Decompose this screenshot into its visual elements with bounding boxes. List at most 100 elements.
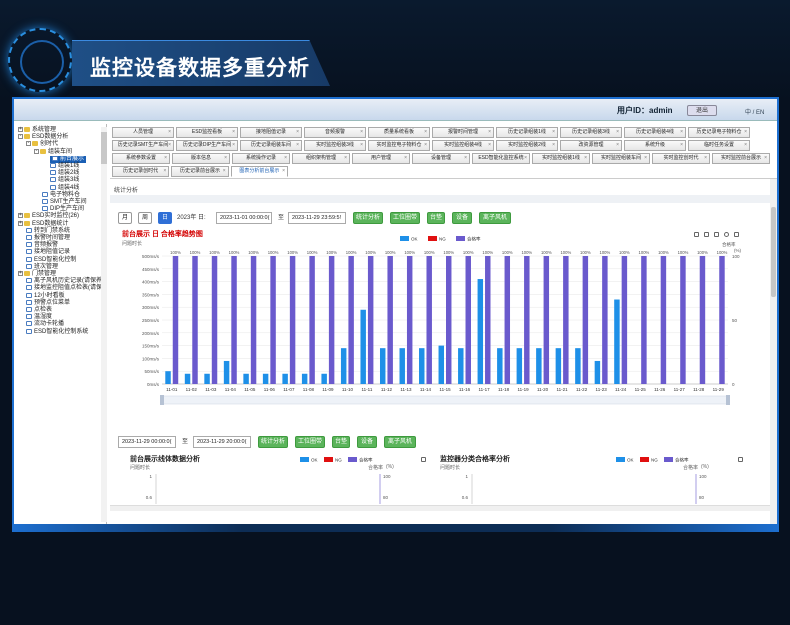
sidebar-item[interactable]: 12小时看板 (26, 292, 65, 300)
device-button-2[interactable]: 设备 (357, 436, 377, 448)
tab-item[interactable]: 图表分析前台展示 × (230, 166, 288, 177)
tab-close-icon[interactable]: × (488, 129, 491, 135)
tab-item[interactable]: 历史记录SMT生产车间 × (112, 140, 174, 151)
tab-item[interactable]: 系统操作记录 × (232, 153, 290, 164)
tab-close-icon[interactable]: × (163, 168, 167, 174)
tab-close-icon[interactable]: × (680, 142, 683, 148)
tab-close-icon[interactable]: × (524, 155, 527, 161)
sidebar-item[interactable]: 离子风机历史记录(请保养) (26, 278, 104, 285)
device-button[interactable]: 设备 (452, 212, 472, 224)
sidebar-item[interactable]: 流动卡轮播 (26, 321, 64, 328)
sidebar-scrollbar[interactable] (101, 127, 107, 522)
tab-close-icon[interactable]: × (360, 142, 363, 148)
tab-item[interactable]: 临时任务设置 × (688, 140, 750, 151)
sidebar-item[interactable]: 组装4线 (50, 184, 79, 192)
tab-close-icon[interactable]: × (744, 142, 747, 148)
tab-close-icon[interactable]: × (644, 155, 647, 161)
tab-item[interactable]: 历史记录组装4线 × (624, 127, 686, 138)
sidebar-item[interactable]: - 组装车间 (34, 147, 72, 156)
sidebar-item[interactable]: 接地监控阻值点检表(请保养) (26, 285, 106, 292)
range-week-button[interactable]: 周 (138, 212, 152, 224)
tab-close-icon[interactable]: × (404, 155, 407, 161)
tab-item[interactable]: 接地阻值记录 × (240, 127, 302, 138)
tab-item[interactable]: ESD监控看板 × (176, 127, 238, 138)
sidebar-scroll-thumb[interactable] (101, 132, 107, 164)
tab-close-icon[interactable]: × (464, 155, 467, 161)
sidebar-item[interactable]: ESD智能化控制系统 (26, 328, 88, 336)
start-time-input-2[interactable]: 2023-11-29 00:00:0( (118, 436, 176, 448)
tab-item[interactable]: 质量系统看板 × (368, 127, 430, 138)
mat-button[interactable]: 台垫 (427, 212, 445, 224)
tab-item[interactable]: 历史记录组装1线 × (496, 127, 558, 138)
vertical-scroll-thumb[interactable] (771, 207, 776, 297)
tab-item[interactable]: 历史记录DIP生产车间 × (176, 140, 238, 151)
tab-item[interactable]: 历史记录组装车间 × (240, 140, 302, 151)
sidebar-item[interactable]: + 系统管理 (18, 127, 56, 134)
sidebar-item[interactable]: + ESD实时监控(26) (18, 213, 79, 220)
range-month-button[interactable]: 月 (118, 212, 132, 224)
tab-close-icon[interactable]: × (360, 129, 363, 135)
stat-analysis-button-2[interactable]: 统计分析 (258, 436, 288, 448)
tab-close-icon[interactable]: × (744, 129, 747, 135)
tab-close-icon[interactable]: × (224, 155, 227, 161)
tab-item[interactable]: 用户管理 × (352, 153, 410, 164)
tab-close-icon[interactable]: × (168, 129, 171, 135)
tab-item[interactable]: 人员管理 × (112, 127, 174, 138)
vertical-scrollbar[interactable] (770, 179, 777, 524)
end-time-input-2[interactable]: 2023-11-29 20:00:0( (193, 436, 251, 448)
tab-close-icon[interactable]: × (424, 142, 427, 148)
sidebar-item[interactable]: 温湿度 (26, 314, 52, 321)
ion-fan-button-2[interactable]: 离子风机 (384, 436, 416, 448)
range-day-button[interactable]: 日 (158, 212, 172, 224)
tab-close-icon[interactable]: × (680, 129, 683, 135)
data-view-icon[interactable] (694, 232, 699, 237)
sidebar-item[interactable]: SMT生产车间 (42, 199, 87, 206)
logout-button[interactable]: 退出 (687, 105, 717, 116)
download-icon[interactable] (734, 232, 739, 237)
sidebar-item[interactable]: 转到门禁系统 (26, 227, 70, 235)
tab-item[interactable]: 改资源管理 × (560, 140, 622, 151)
tab-item[interactable]: 系统参数设置 × (112, 153, 170, 164)
tab-close-icon[interactable]: × (168, 142, 171, 148)
tab-item[interactable]: 历史记录电子物料仓 × (688, 127, 750, 138)
wrist-strap-button-2[interactable]: 工位圈带 (295, 436, 325, 448)
tab-item[interactable]: 版本信息 × (172, 153, 230, 164)
tab-close-icon[interactable]: × (296, 129, 299, 135)
stat-analysis-button[interactable]: 统计分析 (353, 212, 383, 224)
sidebar-item[interactable]: 音频报警 (26, 242, 58, 249)
tab-item[interactable]: 组织架构管理 × (292, 153, 350, 164)
sidebar-item[interactable]: + 门禁管理 (18, 271, 56, 278)
end-time-input[interactable]: 2023-11-29 23:59:5! (288, 212, 346, 224)
tab-close-icon[interactable]: × (704, 155, 707, 161)
tab-close-icon[interactable]: × (284, 155, 287, 161)
tab-item[interactable]: 实时监控组装3线 × (304, 140, 366, 151)
sidebar-item[interactable]: 班次管理 (26, 263, 58, 271)
tab-close-icon[interactable]: × (488, 142, 491, 148)
collapse-icon[interactable]: - (34, 147, 39, 154)
tab-item[interactable]: 音频报警 × (304, 127, 366, 138)
sidebar-item[interactable]: 组装1线 (50, 163, 79, 170)
tab-close-icon[interactable]: × (552, 129, 555, 135)
sidebar-item[interactable]: + ESD数据统计 (18, 219, 68, 228)
tab-item[interactable]: 系统升级 × (624, 140, 686, 151)
tab-item[interactable]: 实时监控前台展示 × (712, 153, 770, 164)
tab-item[interactable]: 报警时间管理 × (432, 127, 494, 138)
sidebar-item[interactable]: ESD智能化控制 (26, 256, 76, 264)
sidebar-item[interactable]: - ESD数据分析 (18, 134, 68, 141)
tab-close-icon[interactable]: × (764, 155, 767, 161)
start-time-input[interactable]: 2023-11-01 00:00:0( (216, 212, 272, 224)
tab-close-icon[interactable]: × (232, 129, 235, 135)
tab-close-icon[interactable]: × (424, 129, 427, 135)
expand-icon[interactable]: + (18, 219, 23, 226)
tab-item[interactable]: 实时监控电子物料仓 × (368, 140, 430, 151)
tab-item[interactable]: 实时监控组装车间 × (592, 153, 650, 164)
sidebar-item[interactable]: 接地阻值记录 (26, 249, 70, 256)
tab-close-icon[interactable]: × (222, 168, 226, 174)
bar-switch-icon[interactable] (714, 232, 719, 237)
ion-fan-button[interactable]: 离子风机 (479, 212, 511, 224)
sidebar-item[interactable]: 电子物料仓 (42, 191, 80, 199)
sidebar-item[interactable]: - 创时代 (26, 141, 58, 148)
mat-button-2[interactable]: 台垫 (332, 436, 350, 448)
expand-icon[interactable]: + (18, 212, 23, 219)
tab-item[interactable]: 实时监控创时代 × (652, 153, 710, 164)
